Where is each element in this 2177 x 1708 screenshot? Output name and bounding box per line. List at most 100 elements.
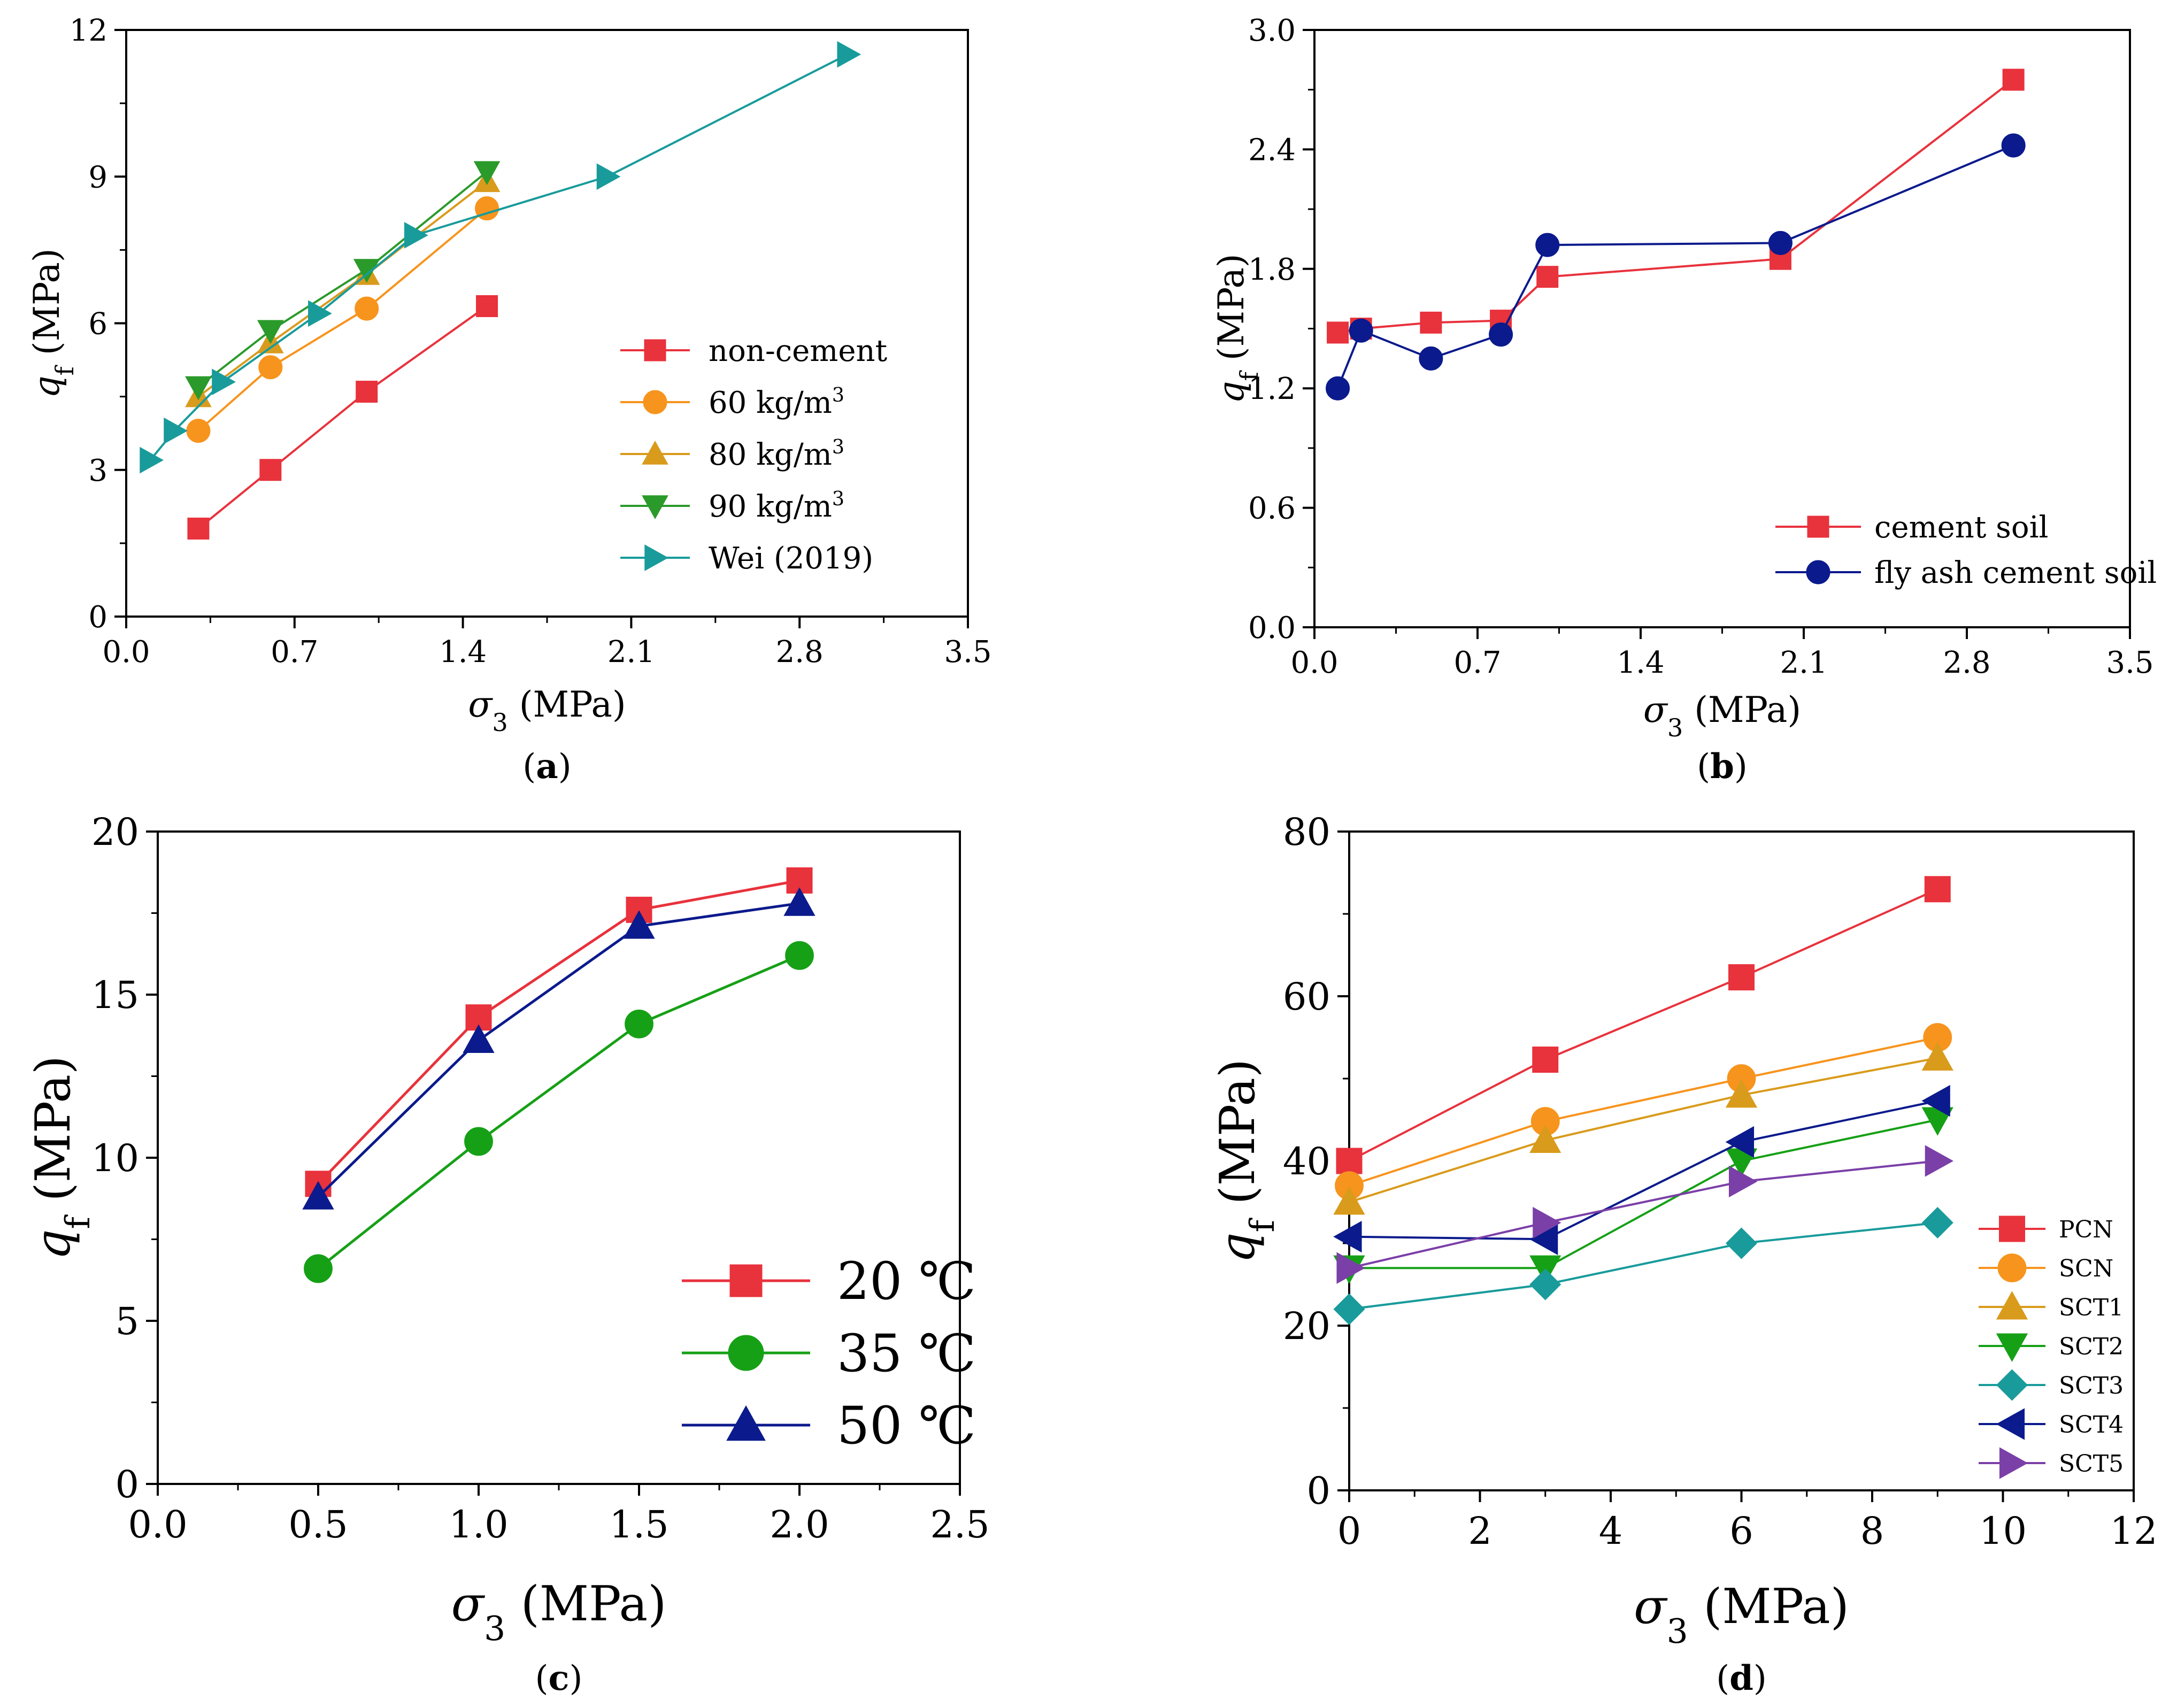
data-point [476,295,498,318]
legend-marker [1806,560,1830,584]
data-point [353,259,380,283]
x-tick-label: 1.0 [449,1503,508,1547]
data-point [308,300,332,327]
y-tick-label: 6 [88,307,107,342]
legend-marker [642,495,668,520]
x-axis-title: σ3 (MPa) [1634,1579,1849,1651]
legend-marker [1999,1215,2025,1242]
legend-label: SCT4 [2059,1411,2124,1438]
data-point [1489,322,1513,347]
data-point [258,355,283,380]
x-tick-label: 0 [1337,1509,1361,1553]
series-line-2 [1349,1057,1938,1203]
data-point [140,447,164,474]
data-point [1327,321,1349,344]
data-point [1725,1126,1755,1158]
panel-caption: (d) [1716,1658,1767,1698]
y-tick-label: 5 [115,1299,139,1343]
y-tick-label: 9 [88,160,107,195]
data-point [1333,1293,1365,1325]
data-point [257,320,284,344]
legend-label: 20 ℃ [837,1251,976,1311]
x-axis-title: σ3 (MPa) [1643,689,1801,742]
data-point [187,517,210,540]
x-tick-label: 2.5 [930,1503,989,1547]
y-tick-label: 15 [91,973,139,1017]
x-tick-label: 2.0 [770,1503,829,1547]
x-tick-label: 0.5 [288,1503,348,1547]
legend-marker [726,1405,766,1441]
x-tick-label: 4 [1599,1509,1623,1553]
x-tick-label: 0.0 [102,635,150,670]
x-tick-label: 2.8 [776,635,824,670]
data-point [1336,1148,1363,1174]
data-point [1535,233,1560,257]
y-tick-label: 80 [1283,810,1330,854]
legend-label: SCT1 [2059,1294,2124,1321]
data-point [786,867,813,894]
data-point [1768,230,1793,255]
legend-label: 60 kg/m3 [709,383,844,421]
x-tick-label: 0.7 [1453,645,1501,680]
data-point [212,368,236,396]
legend-label: Wei (2019) [709,541,873,576]
data-point [1725,1227,1758,1259]
x-tick-label: 3.5 [2106,645,2153,680]
legend-marker [1996,1291,2028,1320]
x-tick-label: 1.4 [439,635,487,670]
data-point [302,1181,334,1210]
legend-label: PCN [2059,1216,2113,1243]
x-tick-label: 1.5 [609,1503,668,1547]
y-tick-label: 1.8 [1248,252,1296,287]
x-tick-label: 0.0 [1290,645,1338,680]
series-line-6 [1349,1160,1938,1270]
series-line-0 [197,305,488,530]
series-line-3 [1349,1119,1938,1270]
legend-label: fly ash cement soil [1874,556,2157,590]
data-point [2001,133,2026,158]
data-point [259,459,282,481]
data-point [783,887,816,916]
panel-caption: (a) [522,747,571,787]
data-point [473,161,501,186]
data-point [464,1127,493,1156]
y-tick-label: 3 [88,453,107,488]
panel-d: 0 2 4 6 8 10 12 0 20 40 60 80 σ3 (MPa) qf (MPa) (d) PCN… [1210,810,2158,1698]
legend-marker [729,1264,763,1297]
data-point [1728,964,1755,991]
data-point [1532,1047,1559,1073]
legend-marker [1996,1369,2028,1401]
legend-marker [728,1335,764,1371]
y-tick-label: 0 [88,600,107,635]
data-point [1921,1042,1953,1071]
legend-marker [1996,1408,2025,1440]
data-point [1529,1124,1561,1153]
data-point [1529,1268,1561,1301]
x-tick-label: 3.5 [944,635,991,670]
y-tick-label: 0 [115,1463,139,1506]
y-tick-label: 20 [91,810,139,854]
data-point [625,1010,653,1038]
data-point [1533,1206,1561,1239]
data-point [1349,318,1373,343]
legend-marker [1999,1447,2028,1479]
x-tick-label: 8 [1860,1509,1884,1553]
x-tick-label: 2.1 [607,635,655,670]
legend-marker [644,339,666,361]
series-line-1 [1349,1036,1938,1187]
x-tick-label: 12 [2110,1509,2157,1553]
data-point [185,376,212,401]
legend-marker [1996,1333,2028,1362]
legend-label: 80 kg/m3 [709,435,844,473]
data-point [164,417,188,444]
data-point [623,910,655,939]
data-point [1725,1079,1758,1108]
data-point [837,41,861,68]
x-tick-label: 2 [1468,1509,1492,1553]
y-tick-label: 0 [1306,1469,1330,1513]
legend-label: SCT3 [2059,1372,2124,1399]
y-tick-label: 2.4 [1248,133,1296,167]
x-axis-title: σ3 (MPa) [468,684,626,737]
